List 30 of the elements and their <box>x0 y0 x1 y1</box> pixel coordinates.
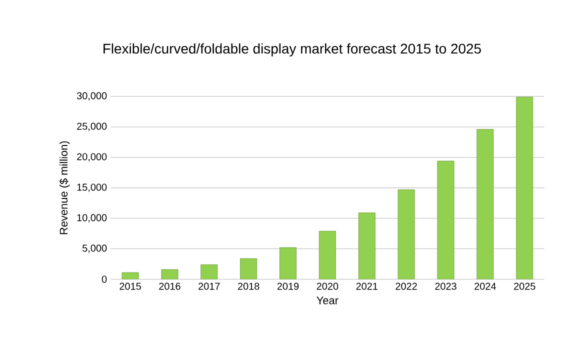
y-axis-title: Revenue ($ million) <box>59 141 70 234</box>
bar <box>280 247 296 280</box>
chart-title: Flexible/curved/foldable display market forecast 2015 to 2025 <box>104 43 481 56</box>
y-tick-label: 15,000 <box>77 184 107 192</box>
x-tick-label: 2023 <box>435 282 456 290</box>
x-tick-label: 2015 <box>120 282 141 290</box>
x-tick-label: 2020 <box>316 282 338 290</box>
bar <box>358 212 376 280</box>
y-tick-label: 25,000 <box>77 122 107 131</box>
y-tick-label: 20,000 <box>77 153 107 162</box>
y-tick-label: 10,000 <box>77 214 107 222</box>
bar <box>318 230 336 280</box>
bar <box>476 129 494 280</box>
x-tick-label: 2025 <box>514 282 536 290</box>
y-tick-label: 30,000 <box>76 92 107 100</box>
bar <box>437 160 454 280</box>
bar <box>200 264 218 280</box>
x-tick-label: 2024 <box>474 282 496 290</box>
y-tick-label: 5,000 <box>82 244 107 253</box>
bar <box>240 258 258 280</box>
x-axis-title: Year <box>316 296 338 304</box>
bar <box>516 96 534 280</box>
x-tick-label: 2017 <box>198 282 220 290</box>
y-tick-label: 0 <box>102 276 107 283</box>
x-tick-label: 2016 <box>159 282 180 290</box>
x-tick-label: 2022 <box>396 282 417 290</box>
x-tick-label: 2018 <box>238 282 260 290</box>
x-tick-label: 2021 <box>356 282 378 290</box>
x-tick-label: 2019 <box>277 282 299 290</box>
bar <box>398 189 415 280</box>
